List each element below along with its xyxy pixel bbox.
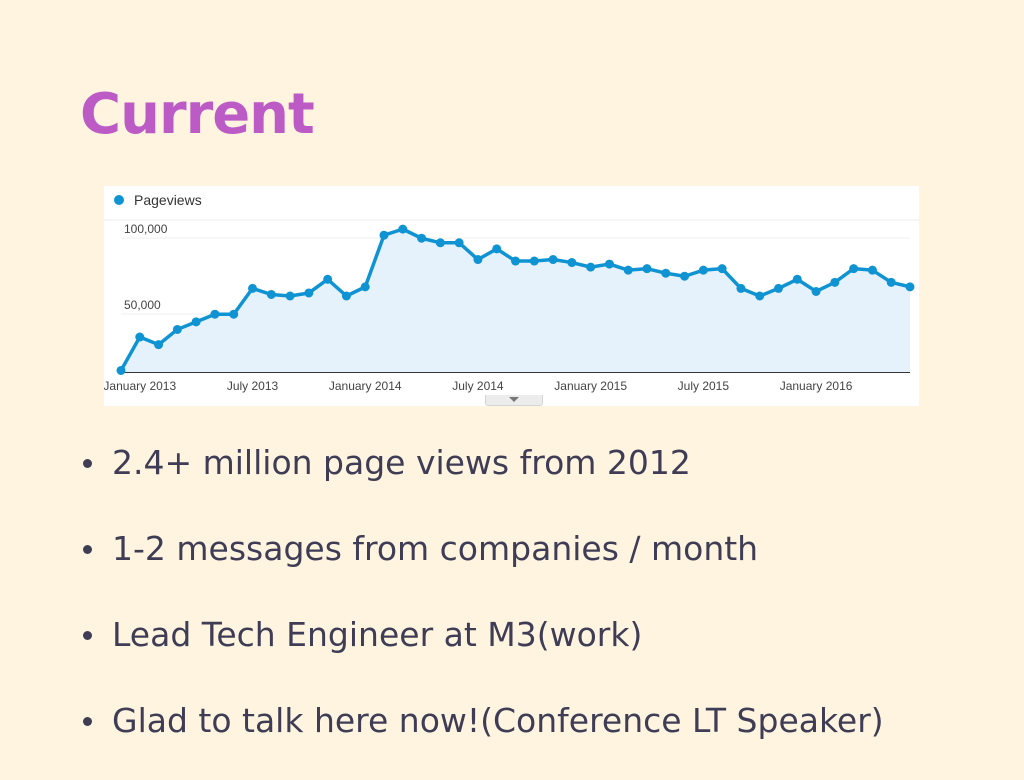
pageviews-chart: Pageviews 100,000 50,000 January 2013 July 2… (104, 186, 919, 406)
chart-canvas: Pageviews 100,000 50,000 January 2013 July 2… (104, 192, 919, 393)
x-tick-label: July 2013 (227, 379, 279, 393)
data-point (717, 264, 727, 274)
legend-label: Pageviews (134, 192, 202, 208)
data-point (191, 317, 201, 327)
data-point (398, 224, 408, 234)
bullet-list: 2.4+ million page views from 2012 1-2 me… (80, 436, 884, 780)
chart-expand-handle[interactable] (485, 395, 543, 406)
data-point (661, 268, 671, 278)
slide-title: Current (80, 82, 315, 147)
x-tick-label: January 2014 (329, 379, 402, 393)
data-point (492, 244, 502, 254)
x-tick-label: January 2015 (554, 379, 627, 393)
data-point (792, 274, 802, 284)
data-point (417, 233, 427, 243)
series-area (121, 229, 910, 372)
bullet-item: Glad to talk here now!(Conference LT Spe… (80, 694, 884, 780)
data-point (867, 265, 877, 275)
data-point (285, 291, 295, 301)
data-point (135, 332, 145, 342)
data-point (323, 274, 333, 284)
data-point (586, 262, 596, 272)
data-point (229, 309, 239, 319)
data-point (248, 283, 257, 293)
data-point (266, 289, 276, 299)
y-tick-label: 100,000 (124, 222, 168, 236)
data-point (604, 259, 614, 269)
legend-marker (114, 195, 124, 205)
bullet-item: 2.4+ million page views from 2012 (80, 436, 884, 522)
y-tick-label: 50,000 (124, 298, 161, 312)
data-point (548, 255, 558, 265)
data-point (304, 288, 314, 298)
bullet-item: Lead Tech Engineer at M3(work) (80, 608, 884, 694)
data-point (454, 238, 464, 248)
data-point (774, 283, 783, 293)
data-point (116, 365, 126, 375)
x-tick-label: January 2013 (104, 379, 176, 393)
data-point (642, 264, 652, 274)
data-point (886, 277, 896, 287)
data-point (736, 283, 746, 293)
data-point (680, 271, 690, 281)
data-point (698, 265, 708, 275)
data-point (360, 282, 370, 292)
data-point (567, 258, 577, 268)
x-tick-label: July 2014 (452, 379, 504, 393)
data-point (623, 265, 633, 275)
data-point (755, 291, 765, 301)
data-point (210, 309, 220, 319)
bullet-item: 1-2 messages from companies / month (80, 522, 884, 608)
data-point (473, 255, 483, 265)
data-point (529, 256, 539, 266)
chevron-down-icon (509, 397, 519, 402)
data-point (811, 286, 821, 296)
data-point (379, 230, 389, 240)
data-point (172, 324, 182, 334)
x-tick-label: July 2015 (678, 379, 730, 393)
data-point (849, 264, 859, 274)
data-point (435, 238, 445, 248)
x-tick-label: January 2016 (780, 379, 853, 393)
data-point (905, 282, 915, 292)
data-point (341, 291, 351, 301)
data-point (154, 340, 164, 350)
data-point (830, 277, 840, 287)
data-point (511, 256, 520, 266)
